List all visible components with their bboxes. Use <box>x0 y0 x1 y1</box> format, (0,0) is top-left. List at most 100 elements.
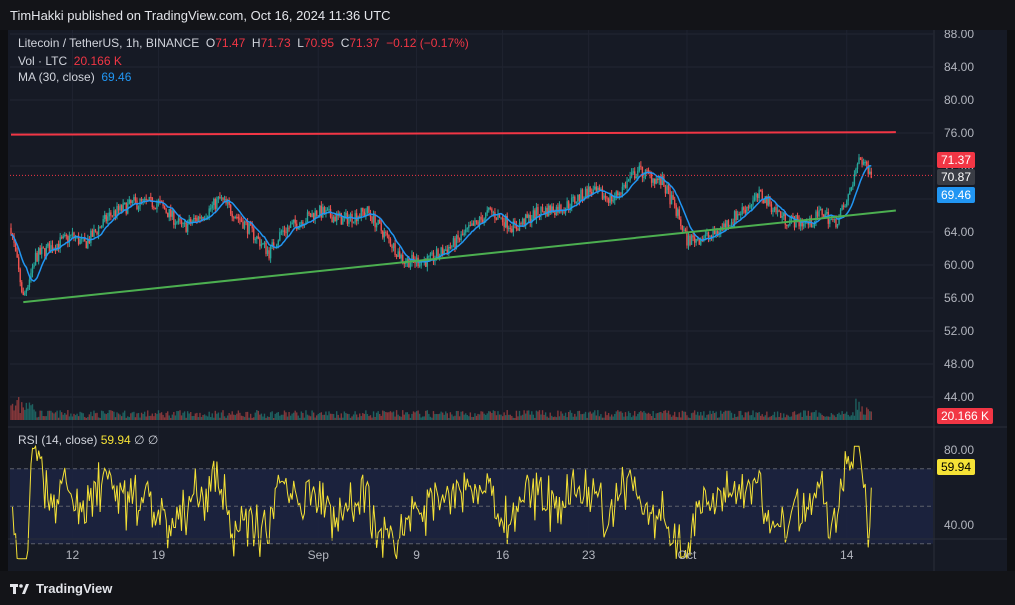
volume-bar <box>210 417 212 420</box>
candle-body <box>581 189 584 200</box>
candle-body <box>451 245 453 248</box>
header-bar: TimHakki published on TradingView.com, O… <box>0 0 1015 30</box>
volume-bar <box>838 412 840 420</box>
volume-bar <box>431 417 433 420</box>
candle-body <box>540 207 542 216</box>
volume-bar <box>111 410 114 420</box>
candle-body <box>48 243 51 253</box>
candle-body <box>566 201 568 209</box>
volume-bar <box>632 415 634 420</box>
candle-body <box>363 211 366 216</box>
candle-body <box>511 228 513 233</box>
volume-bar <box>558 416 561 420</box>
volume-bar <box>276 412 278 420</box>
volume-bar <box>185 417 187 420</box>
volume-bar <box>339 417 341 420</box>
volume-bar <box>715 411 717 420</box>
volume-bar <box>182 412 184 420</box>
volume-bar <box>842 413 845 420</box>
candle-body <box>365 212 367 216</box>
candle-body <box>726 220 728 228</box>
candle-body <box>100 225 103 228</box>
volume-bar <box>426 410 429 420</box>
candle-body <box>382 230 384 238</box>
candle-body <box>449 247 452 249</box>
candle-body <box>815 211 817 222</box>
candle-body <box>386 232 389 236</box>
brand-name: TradingView <box>36 581 113 596</box>
volume-bar <box>154 412 157 420</box>
volume-bar <box>504 415 507 420</box>
volume-bar <box>778 416 780 420</box>
volume-bar <box>398 416 401 420</box>
volume-bar <box>566 417 568 420</box>
volume-bar <box>839 414 842 420</box>
volume-bar <box>17 397 20 420</box>
candle-body <box>93 229 95 237</box>
chart-svg[interactable]: 88.0084.0080.0076.0072.0068.0064.0060.00… <box>8 30 1007 571</box>
volume-bar <box>183 411 186 420</box>
volume-bar <box>803 410 805 420</box>
volume-bar <box>635 416 637 420</box>
volume-bar <box>133 411 135 420</box>
candle-body <box>314 210 316 220</box>
candle-body <box>546 207 548 217</box>
volume-bar <box>199 412 201 420</box>
volume-bar <box>388 412 390 420</box>
candle-body <box>683 229 685 231</box>
candle-body <box>778 210 780 212</box>
volume-bar <box>272 417 275 420</box>
volume-bar <box>707 414 710 420</box>
tradingview-logo[interactable]: TradingView <box>10 581 112 596</box>
chart-area[interactable]: 88.0084.0080.0076.0072.0068.0064.0060.00… <box>8 30 1007 571</box>
volume-bar <box>79 411 81 420</box>
volume-bar <box>417 410 419 420</box>
volume-bar <box>452 416 455 420</box>
volume-bar <box>107 412 109 420</box>
volume-bar <box>205 415 207 420</box>
candle-body <box>855 168 857 175</box>
candle-body <box>420 261 422 266</box>
candle-body <box>432 252 435 262</box>
volume-bar <box>156 413 158 420</box>
candle-body <box>824 213 826 217</box>
volume-bar <box>732 417 734 420</box>
volume-bar <box>709 410 711 420</box>
candle-body <box>755 193 757 198</box>
volume-bar <box>113 411 115 420</box>
candle-body <box>736 214 739 221</box>
candle-body <box>520 223 522 225</box>
volume-bar <box>806 415 808 420</box>
volume-bar <box>166 411 169 420</box>
volume-bar <box>498 414 501 420</box>
candle-body <box>331 216 333 223</box>
candle-body <box>798 219 800 227</box>
volume-bar <box>455 410 458 420</box>
candle-body <box>296 223 298 230</box>
volume-bar <box>572 416 574 420</box>
volume-bar <box>517 416 519 420</box>
volume-bar <box>47 410 49 420</box>
volume-bar <box>623 416 625 420</box>
volume-bar <box>323 414 326 420</box>
volume-bar <box>406 412 409 420</box>
volume-bar <box>564 412 567 420</box>
candle-body <box>392 243 395 249</box>
candle-body <box>661 176 664 185</box>
volume-bar <box>226 415 229 420</box>
candle-body <box>799 221 802 227</box>
candle-body <box>463 232 465 236</box>
candle-body <box>749 205 751 208</box>
candle-body <box>42 247 44 249</box>
volume-bar <box>855 398 857 420</box>
volume-bar <box>297 415 299 420</box>
volume-bar <box>743 417 745 420</box>
volume-bar <box>767 417 770 420</box>
volume-bar <box>117 413 120 420</box>
candle-body <box>766 196 768 206</box>
volume-bar <box>485 414 487 420</box>
volume-bar <box>549 412 551 420</box>
candle-body <box>627 180 630 182</box>
candle-body <box>692 235 694 238</box>
volume-bar <box>641 412 644 420</box>
